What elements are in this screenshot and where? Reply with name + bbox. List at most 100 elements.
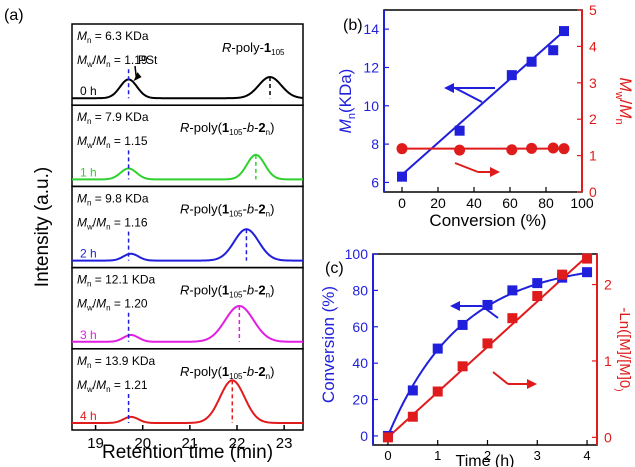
mn-symbol: M <box>336 118 355 133</box>
trace-line <box>72 379 303 424</box>
x-tick-label: 0 <box>384 448 391 463</box>
mw-subscript: w <box>86 141 93 150</box>
x-tick-label: 100 <box>570 195 594 211</box>
product-label: R-poly-1105 <box>222 40 285 57</box>
product-dash: - <box>254 364 258 379</box>
y-left-tick-label: 40 <box>352 355 368 371</box>
product-prefix: R <box>222 40 231 55</box>
mn-symbol: M <box>77 191 87 205</box>
panel-label: (c) <box>325 260 344 277</box>
y-left-tick-label: 80 <box>352 282 368 298</box>
mw-symbol: M <box>77 378 87 392</box>
ln-point <box>432 386 443 397</box>
mn-value: Mn = 6.3 KDa <box>77 29 149 45</box>
y-left-tick-label: 20 <box>352 392 368 408</box>
x-tick-label: 4 <box>583 448 590 463</box>
mn-symbol: M <box>77 110 87 124</box>
product-subscript-2: n <box>266 128 270 137</box>
pdi-value: Mw/Mn = 1.19 <box>77 53 148 69</box>
product-subscript-2: n <box>266 209 270 218</box>
product-dash: - <box>254 120 258 135</box>
y-axis-title: Intensity (a.u.) <box>32 167 53 287</box>
mn-symbol: M <box>77 273 87 287</box>
product-prefix: R <box>180 364 189 379</box>
mn-value: Mn = 9.8 KDa <box>77 191 149 207</box>
x-tick-label: 0 <box>398 195 406 211</box>
mw-symbol: M <box>77 134 87 148</box>
mn-symbol: M <box>616 104 635 119</box>
conversion-point <box>482 299 493 310</box>
y-right-axis-title: Mw/Mn <box>613 77 635 124</box>
mn-point <box>454 125 465 136</box>
ln-point <box>557 269 568 280</box>
trace-line <box>72 153 303 181</box>
mn-subscript: n <box>87 117 91 126</box>
mn-value: Mn = 12.1 KDa <box>77 273 155 289</box>
pdi-arrow-shaft <box>454 162 479 173</box>
product-label: R-poly(1105-b-2n) <box>180 364 274 381</box>
pdi-value: Mw/Mn = 1.21 <box>77 378 148 394</box>
conversion-point <box>507 285 518 296</box>
y-left-tick-label: 6 <box>371 174 379 190</box>
product-close: ) <box>270 120 274 135</box>
panel-label: (a) <box>4 7 24 24</box>
product-monomer: 1 <box>264 40 271 55</box>
product-block: b <box>247 283 254 298</box>
pdi-point <box>547 142 559 154</box>
mw-symbol: M <box>77 297 87 311</box>
slash: / <box>93 215 97 229</box>
product-subscript-2: n <box>266 291 270 300</box>
mw-subscript: w <box>86 304 93 313</box>
mw-symbol: M <box>77 53 87 67</box>
panel-label: (b) <box>343 17 363 34</box>
product-monomer-2: 2 <box>258 364 265 379</box>
product-block: b <box>247 120 254 135</box>
slash: / <box>93 134 97 148</box>
mn-point <box>548 45 559 56</box>
y-right-tick-label: 3 <box>589 75 597 91</box>
ln-point <box>382 432 393 443</box>
product-subscript-2: n <box>266 372 270 381</box>
conversion-point <box>532 278 543 289</box>
y-left-tick-label: 0 <box>360 428 368 444</box>
mn-point <box>526 56 537 67</box>
pst-label: PSt <box>138 53 158 67</box>
mn-text: = 13.9 KDa <box>91 354 155 368</box>
mn-point <box>506 70 517 81</box>
time-label: 1 h <box>80 165 97 179</box>
product-monomer-2: 2 <box>258 201 265 216</box>
y-left-tick-label: 8 <box>371 136 379 152</box>
x-tick-label: 20 <box>430 195 446 211</box>
y-left-tick-label: 10 <box>363 98 379 114</box>
product-subscript: 105 <box>229 372 243 381</box>
product-subscript: 105 <box>271 48 285 57</box>
mn-value: Mn = 7.9 KDa <box>77 110 149 126</box>
conversion-point <box>582 267 593 278</box>
product-main: -poly( <box>189 283 222 298</box>
mn-subscript: n <box>106 304 110 313</box>
time-label: 0 h <box>80 84 97 98</box>
mn-value: Mn = 13.9 KDa <box>77 354 155 370</box>
pst-arrow-head <box>133 72 142 82</box>
conversion-point <box>407 385 418 396</box>
ln-arrow-head <box>527 379 537 389</box>
ln-label-subscript: ) <box>613 388 624 391</box>
mw-subscript: w <box>86 60 93 69</box>
mn-subscript: n <box>87 36 91 45</box>
y-left-tick-label: 100 <box>345 246 369 262</box>
product-block: b <box>247 364 254 379</box>
product-dash: - <box>254 201 258 216</box>
pdi-text: = 1.16 <box>111 215 148 229</box>
slash: / <box>93 53 97 67</box>
product-close: ) <box>270 201 274 216</box>
x-tick-label: 2 <box>484 448 491 463</box>
pdi-text: = 1.20 <box>111 297 148 311</box>
product-main: -poly( <box>189 364 222 379</box>
x-tick-label: 20 <box>134 435 151 452</box>
product-monomer-2: 2 <box>258 283 265 298</box>
mn-text: = 6.3 KDa <box>91 29 148 43</box>
